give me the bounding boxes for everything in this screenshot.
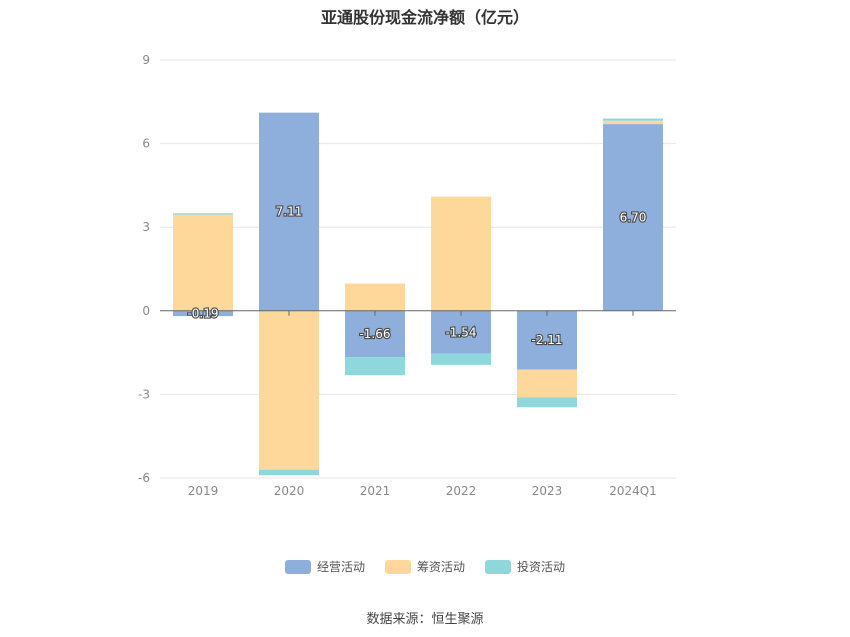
bar-segment[interactable] xyxy=(517,397,577,408)
legend-item[interactable]: 投资活动 xyxy=(485,558,565,575)
bars xyxy=(173,112,663,476)
bar-segment[interactable] xyxy=(603,120,663,125)
data-label: -0.19 xyxy=(187,306,218,320)
bar-segment[interactable] xyxy=(345,283,405,311)
legend-label: 筹资活动 xyxy=(416,560,465,574)
bar-segment[interactable] xyxy=(259,112,319,311)
bar-segment[interactable] xyxy=(431,196,491,311)
bar-segment[interactable] xyxy=(345,357,405,376)
x-tick-label: 2023 xyxy=(532,484,563,498)
y-tick-label: 9 xyxy=(142,53,150,67)
legend-label: 投资活动 xyxy=(517,560,566,574)
legend-item[interactable]: 经营活动 xyxy=(284,558,365,575)
x-tick-label: 2022 xyxy=(446,484,477,498)
y-tick-label: 0 xyxy=(142,304,150,318)
source-note: 数据来源：恒生聚源 xyxy=(366,612,484,627)
bar-segment[interactable] xyxy=(431,353,491,365)
x-tick-label: 2020 xyxy=(274,484,305,498)
data-label: -1.54 xyxy=(445,325,476,339)
y-tick-label: 3 xyxy=(142,220,150,234)
chart-title: 亚通股份现金流净额（亿元） xyxy=(320,8,529,27)
y-tick-label: 6 xyxy=(142,137,150,151)
x-tick-label: 2019 xyxy=(188,484,219,498)
bar-segment[interactable] xyxy=(517,310,577,370)
data-label: 6.70 xyxy=(620,210,647,224)
bar-segment[interactable] xyxy=(259,469,319,476)
data-labels: -0.19 7.11 -1.66 -1.54 -2.11 6.70 xyxy=(186,204,647,349)
x-tick-label: 2021 xyxy=(360,484,391,498)
bar-segment[interactable] xyxy=(517,369,577,398)
data-label: -1.66 xyxy=(359,327,390,341)
data-label: -2.11 xyxy=(531,333,562,347)
legend-swatch xyxy=(384,559,411,574)
y-tick-label: -6 xyxy=(138,471,150,485)
y-tick-label: -3 xyxy=(138,387,150,401)
bar-segment[interactable] xyxy=(173,213,233,215)
bar-segment[interactable] xyxy=(431,310,491,354)
bar-segment[interactable] xyxy=(603,118,663,121)
data-label: 7.11 xyxy=(276,205,303,219)
legend: 经营活动 筹资活动 投资活动 xyxy=(0,558,850,575)
bar-segment[interactable] xyxy=(173,214,233,311)
grid-lines xyxy=(160,59,676,479)
x-tick-label: 2024Q1 xyxy=(609,484,657,498)
legend-item[interactable]: 筹资活动 xyxy=(384,558,465,575)
axes: 9 6 3 0 -3 -6 2019 2020 2021 2022 2023 2024Q1 xyxy=(138,53,676,498)
bar-segment[interactable] xyxy=(259,310,319,470)
legend-swatch xyxy=(284,559,311,574)
bar-segment[interactable] xyxy=(345,310,405,358)
legend-swatch xyxy=(485,559,511,574)
bar-segment[interactable] xyxy=(603,124,663,311)
legend-label: 经营活动 xyxy=(316,560,365,574)
